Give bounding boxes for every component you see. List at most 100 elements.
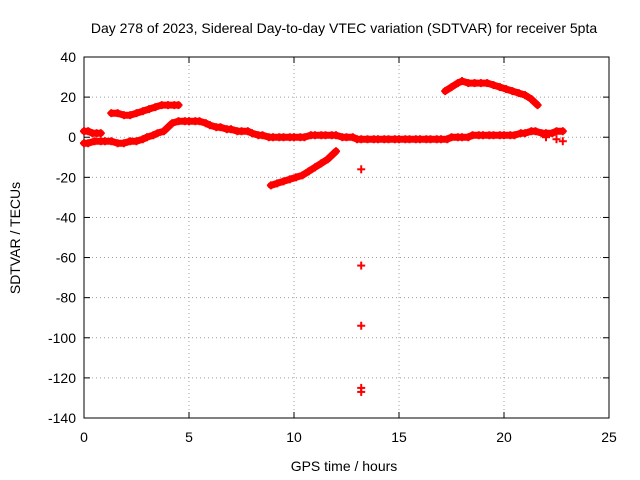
x-axis-label: GPS time / hours: [291, 458, 398, 474]
data-point: [151, 103, 160, 112]
y-axis-ticks: -140 -120 -100 -80 -60 -40 -20 0 20 40: [48, 49, 609, 426]
data-point: [96, 129, 105, 138]
y-tick-label: -100: [48, 330, 76, 346]
x-tick-label: 25: [601, 429, 617, 445]
data-point: [195, 117, 204, 126]
data-point: [441, 87, 450, 96]
y-tick-label: 40: [60, 49, 76, 65]
x-tick-label: 10: [286, 429, 302, 445]
data-point: [332, 131, 340, 140]
data-point: [266, 181, 275, 190]
data-point: [216, 123, 225, 132]
chart-title: Day 278 of 2023, Sidereal Day-to-day VTE…: [91, 20, 598, 36]
data-point: [273, 179, 282, 188]
data-point: [292, 173, 301, 182]
series-band: [267, 147, 340, 189]
data-point: [227, 125, 235, 134]
data-point: [201, 119, 210, 128]
data-point: [304, 167, 313, 176]
series-segment-17-2-21-6-h: [441, 77, 542, 110]
data-point: [453, 79, 462, 88]
data-point: [514, 89, 523, 98]
data-point: [558, 137, 567, 146]
data-point: [279, 177, 288, 186]
x-axis-ticks: 0 5 10 15 20 25: [80, 57, 617, 445]
data-point: [174, 101, 183, 110]
grid-lines: [84, 57, 609, 418]
y-axis-label: SDTVAR / TECUs: [7, 182, 23, 294]
data-point: [107, 137, 116, 146]
data-point: [168, 119, 177, 128]
data-point: [502, 85, 511, 94]
data-point: [143, 133, 151, 142]
data-point: [521, 129, 529, 138]
data-point: [159, 127, 168, 136]
data-point: [531, 127, 540, 136]
data-point: [248, 129, 256, 138]
data-point: [323, 155, 332, 164]
data-point: [464, 133, 473, 142]
data-point: [357, 165, 366, 174]
y-tick-label: -120: [48, 370, 76, 386]
series-segment-0-0-8-h: [80, 127, 105, 138]
data-point: [357, 387, 366, 396]
data-point: [243, 127, 252, 136]
data-point: [149, 131, 158, 140]
data-point: [357, 321, 366, 330]
data-points: [80, 77, 567, 396]
plot-frame: [83, 56, 610, 419]
data-point: [206, 121, 214, 130]
x-tick-label: 15: [391, 429, 407, 445]
y-tick-label: -20: [56, 169, 76, 185]
data-point: [300, 133, 309, 142]
data-point: [542, 133, 550, 142]
y-tick-label: -80: [56, 290, 76, 306]
data-point: [458, 77, 466, 86]
series-late-spikes: [542, 133, 567, 146]
data-point: [552, 135, 561, 144]
x-tick-label: 0: [80, 429, 88, 445]
y-tick-label: -40: [56, 209, 76, 225]
series-segment-8-9-12-0-h: [266, 147, 340, 190]
data-point: [119, 139, 128, 148]
data-point: [510, 131, 519, 140]
series-segment-1-3-4-5-h: [107, 101, 183, 120]
data-point: [548, 129, 557, 138]
data-point: [298, 171, 307, 180]
data-point: [84, 139, 93, 148]
data-point: [153, 129, 162, 138]
data-point: [348, 133, 357, 142]
data-point: [521, 91, 529, 100]
data-point: [311, 163, 319, 172]
x-tick-label: 20: [496, 429, 512, 445]
data-point: [533, 101, 542, 110]
data-point: [447, 83, 456, 92]
series-main-band: [80, 117, 567, 148]
data-point: [258, 131, 267, 140]
data-point: [285, 175, 294, 184]
y-tick-label: 0: [68, 129, 76, 145]
y-tick-label: 20: [60, 89, 76, 105]
data-point: [508, 87, 517, 96]
data-point: [164, 123, 172, 132]
data-point: [443, 135, 452, 144]
data-point: [483, 79, 492, 88]
data-point: [145, 105, 154, 114]
data-point: [84, 127, 93, 136]
data-point: [558, 127, 567, 136]
data-point: [332, 147, 340, 156]
data-point: [126, 111, 135, 120]
data-point: [138, 107, 147, 116]
data-point: [132, 109, 141, 118]
data-point: [132, 137, 141, 146]
y-tick-label: -140: [48, 410, 76, 426]
series-band: [80, 117, 567, 147]
data-point: [527, 95, 536, 104]
data-point: [113, 109, 122, 118]
data-point: [317, 159, 326, 168]
x-tick-label: 5: [185, 429, 193, 445]
data-point: [138, 135, 147, 144]
series-outliers-13-2-h: [357, 165, 366, 396]
data-point: [357, 261, 366, 270]
data-point: [489, 81, 498, 90]
